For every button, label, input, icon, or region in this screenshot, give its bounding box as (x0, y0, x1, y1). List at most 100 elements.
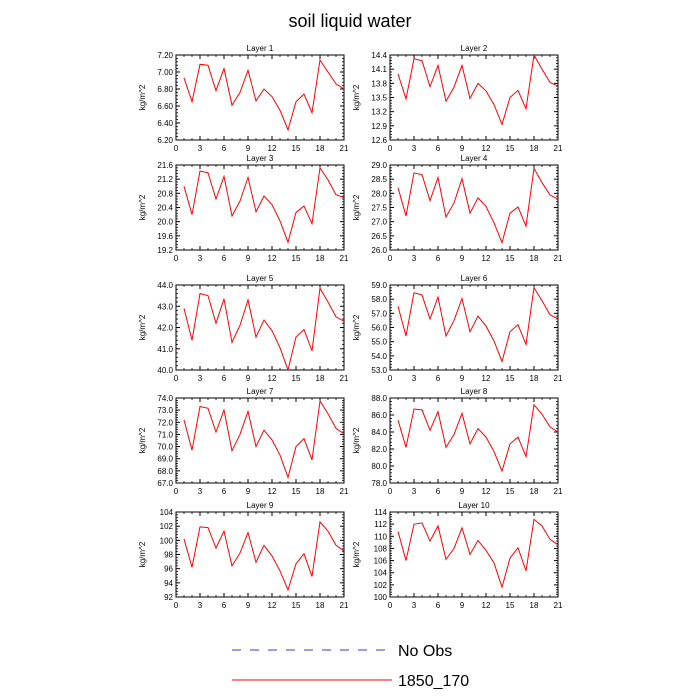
x-tick-label: 6 (436, 601, 441, 610)
y-tick-label: 13.8 (371, 79, 387, 88)
y-tick-label: 57.0 (371, 309, 387, 318)
x-tick-label: 6 (436, 254, 441, 263)
x-tick-label: 6 (222, 374, 227, 383)
x-tick-label: 21 (340, 374, 349, 383)
x-tick-label: 9 (460, 487, 465, 496)
y-tick-label: 74.0 (157, 394, 173, 403)
x-tick-label: 0 (388, 487, 393, 496)
x-tick-label: 12 (268, 487, 277, 496)
y-axis-label: kg/m^2 (352, 84, 361, 110)
y-tick-label: 19.6 (157, 232, 173, 241)
y-tick-label: 7.20 (157, 51, 173, 60)
y-tick-label: 54.0 (371, 352, 387, 361)
plot-frame (389, 397, 559, 484)
panel-title: Layer 10 (458, 501, 490, 510)
x-tick-label: 12 (482, 601, 491, 610)
y-tick-label: 6.20 (157, 136, 173, 145)
panel-title: Layer 5 (247, 274, 274, 283)
y-tick-label: 73.0 (157, 406, 173, 415)
x-tick-label: 3 (198, 144, 203, 153)
y-tick-label: 84.0 (371, 428, 387, 437)
y-tick-label: 26.5 (371, 232, 387, 241)
y-tick-label: 58.0 (371, 295, 387, 304)
series-line-1850-170 (183, 286, 344, 370)
y-tick-label: 14.1 (371, 65, 387, 74)
x-tick-label: 21 (340, 144, 349, 153)
x-tick-label: 18 (316, 487, 325, 496)
x-tick-label: 0 (174, 144, 179, 153)
y-tick-label: 108 (374, 544, 388, 553)
y-tick-label: 67.0 (157, 479, 173, 488)
x-tick-label: 18 (316, 144, 325, 153)
series-line-1850-170 (183, 166, 344, 244)
y-tick-label: 88.0 (371, 394, 387, 403)
y-tick-label: 7.00 (157, 68, 173, 77)
y-tick-label: 98 (164, 551, 173, 560)
series-line-1850-170 (183, 399, 344, 480)
x-tick-label: 9 (246, 601, 251, 610)
y-tick-label: 20.8 (157, 189, 173, 198)
legend-label-1850-170: 1850_170 (398, 673, 469, 690)
x-tick-label: 9 (460, 144, 465, 153)
x-tick-label: 6 (222, 254, 227, 263)
x-tick-label: 21 (554, 487, 563, 496)
x-tick-label: 15 (506, 374, 515, 383)
panel-layer-2: Layer 2 kg/m^2 12.6 12.9 13.2 13.5 13.8 14.1 14.… (352, 44, 563, 153)
y-tick-label: 13.2 (371, 108, 387, 117)
y-axis-label: kg/m^2 (138, 84, 147, 110)
panel-layer-4: Layer 4 kg/m^2 26.0 26.5 27.0 27.5 28.0 28.5 29.… (352, 154, 563, 263)
panel-title: Layer 2 (461, 44, 488, 53)
y-tick-label: 12.6 (371, 136, 387, 145)
x-tick-label: 18 (530, 374, 539, 383)
series-line-1850-170 (397, 286, 558, 364)
y-tick-label: 114 (374, 508, 387, 517)
plot-frame (389, 511, 559, 598)
x-tick-label: 12 (268, 254, 277, 263)
legend-label-no-obs: No Obs (398, 643, 452, 660)
x-tick-label: 21 (340, 601, 349, 610)
panel-layer-8: Layer 8 kg/m^2 78.0 80.0 82.0 84.0 86.0 88.0 0 3 6… (352, 387, 563, 496)
x-tick-label: 6 (436, 374, 441, 383)
x-tick-label: 15 (506, 601, 515, 610)
y-tick-label: 6.60 (157, 102, 173, 111)
x-tick-label: 12 (482, 374, 491, 383)
x-tick-label: 6 (436, 487, 441, 496)
panel-title: Layer 7 (247, 387, 274, 396)
series-line-1850-170 (397, 518, 558, 590)
y-tick-label: 12.9 (371, 122, 387, 131)
y-tick-label: 13.5 (371, 94, 387, 103)
x-tick-label: 18 (316, 374, 325, 383)
y-tick-label: 71.0 (157, 430, 173, 439)
x-tick-label: 18 (530, 254, 539, 263)
x-tick-label: 21 (554, 601, 563, 610)
plot-frame (175, 397, 345, 484)
panel-title: Layer 6 (461, 274, 488, 283)
y-axis-label: kg/m^2 (138, 427, 147, 453)
y-axis-label: kg/m^2 (352, 427, 361, 453)
series-line-1850-170 (183, 58, 344, 132)
x-tick-label: 6 (222, 487, 227, 496)
y-tick-label: 55.0 (371, 338, 387, 347)
y-tick-label: 112 (374, 520, 387, 529)
y-tick-label: 26.0 (371, 246, 387, 255)
x-tick-label: 21 (340, 254, 349, 263)
x-tick-label: 18 (316, 254, 325, 263)
x-tick-label: 18 (530, 487, 539, 496)
y-tick-label: 21.6 (157, 161, 173, 170)
y-axis-label: kg/m^2 (138, 541, 147, 567)
y-tick-label: 78.0 (371, 479, 387, 488)
y-tick-label: 104 (374, 569, 388, 578)
y-tick-label: 56.0 (371, 324, 387, 333)
y-tick-label: 100 (160, 536, 174, 545)
x-tick-label: 18 (316, 601, 325, 610)
y-axis-label: kg/m^2 (352, 541, 361, 567)
y-tick-label: 40.0 (157, 366, 173, 375)
series-line-1850-170 (397, 403, 558, 473)
x-tick-label: 3 (412, 254, 417, 263)
x-tick-label: 3 (412, 374, 417, 383)
y-tick-label: 106 (374, 557, 388, 566)
x-tick-label: 0 (388, 254, 393, 263)
x-tick-label: 12 (268, 374, 277, 383)
y-tick-label: 6.40 (157, 119, 173, 128)
